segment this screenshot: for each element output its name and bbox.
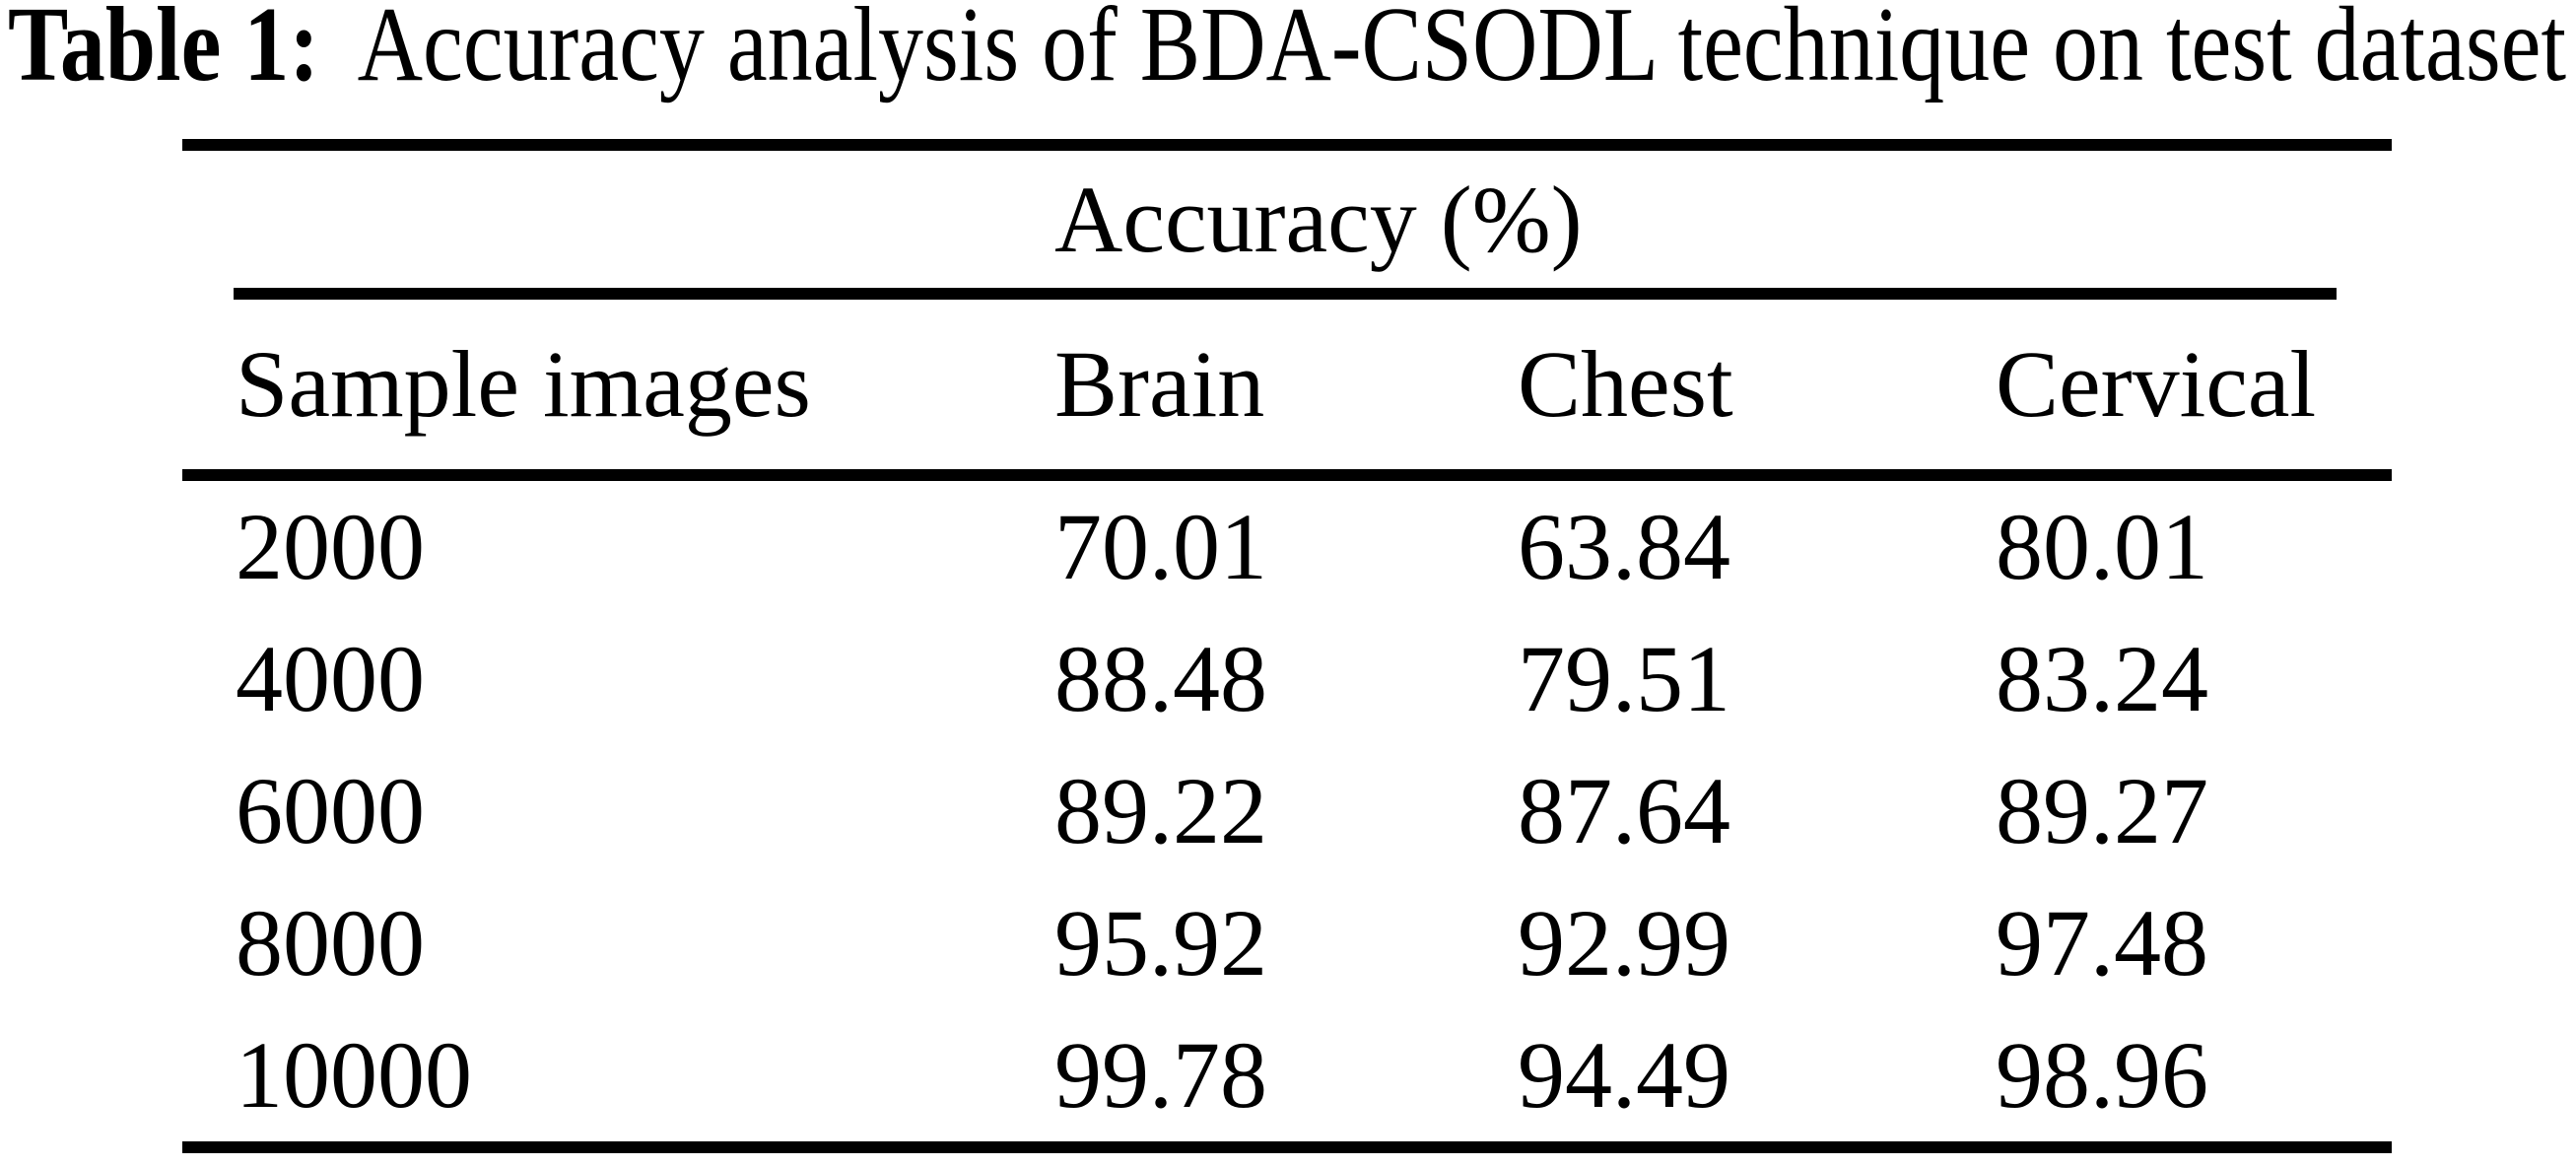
cell-chest-accuracy: 94.49: [1518, 1022, 1730, 1128]
cell-cervical-accuracy: 97.48: [1996, 890, 2208, 995]
table-caption: Table 1: Accuracy analysis of BDA-CSODL t…: [8, 0, 2566, 99]
cell-cervical-accuracy: 98.96: [1996, 1022, 2208, 1128]
cell-brain-accuracy: 89.22: [1054, 758, 1267, 863]
header-bottom-rule: [182, 469, 2392, 481]
caption-title: Accuracy analysis of BDA-CSODL technique…: [357, 0, 2567, 103]
cell-sample-count: 10000: [236, 1022, 472, 1128]
cell-sample-count: 2000: [236, 494, 425, 599]
cell-cervical-accuracy: 83.24: [1996, 626, 2208, 731]
cell-brain-accuracy: 99.78: [1054, 1022, 1267, 1128]
cell-brain-accuracy: 70.01: [1054, 494, 1267, 599]
table-top-rule: [182, 139, 2392, 151]
column-header-brain: Brain: [1054, 331, 1265, 437]
cell-chest-accuracy: 92.99: [1518, 890, 1730, 995]
cell-cervical-accuracy: 80.01: [1996, 494, 2208, 599]
accuracy-span-header: Accuracy (%): [1054, 166, 1583, 272]
column-header-chest: Chest: [1518, 331, 1733, 437]
column-header-sample-images: Sample images: [236, 331, 811, 437]
cell-brain-accuracy: 88.48: [1054, 626, 1267, 731]
cell-chest-accuracy: 63.84: [1518, 494, 1730, 599]
cell-sample-count: 8000: [236, 890, 425, 995]
cell-cervical-accuracy: 89.27: [1996, 758, 2208, 863]
cell-chest-accuracy: 87.64: [1518, 758, 1730, 863]
cell-brain-accuracy: 95.92: [1054, 890, 1267, 995]
cell-sample-count: 6000: [236, 758, 425, 863]
column-header-cervical: Cervical: [1996, 331, 2317, 437]
table-bottom-rule: [182, 1141, 2392, 1153]
accuracy-table: Accuracy (%) Sample images Brain Chest C…: [182, 139, 2392, 1153]
accuracy-underline-rule: [234, 288, 2337, 300]
cell-chest-accuracy: 79.51: [1518, 626, 1730, 731]
caption-number: Table 1:: [8, 0, 319, 103]
cell-sample-count: 4000: [236, 626, 425, 731]
